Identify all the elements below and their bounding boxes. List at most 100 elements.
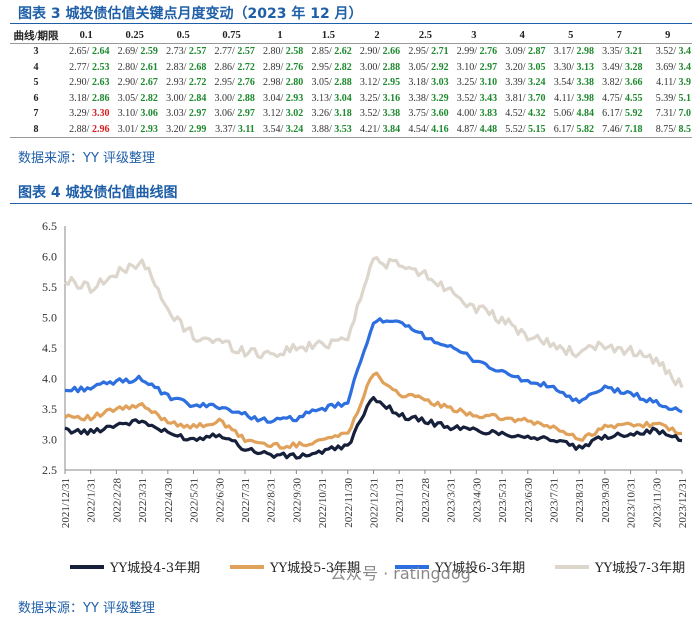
current-value: 4.48 bbox=[479, 123, 498, 135]
previous-value: 3.30 bbox=[553, 61, 572, 73]
table-cell: 3.52/ 3.38 bbox=[359, 108, 401, 120]
current-value: 3.38 bbox=[576, 77, 594, 89]
previous-value: 2.95 bbox=[311, 61, 329, 73]
previous-value: 3.25 bbox=[359, 92, 378, 104]
current-value: 2.76 bbox=[285, 61, 304, 73]
previous-value: 3.03 bbox=[166, 108, 184, 120]
x-tick-label: 2023/8/31 bbox=[574, 478, 586, 523]
previous-value: 2.77 bbox=[69, 61, 87, 73]
current-value: 2.76 bbox=[479, 46, 498, 58]
current-value: 3.84 bbox=[382, 123, 401, 135]
table-cell: 2.90/ 2.67 bbox=[117, 77, 158, 89]
current-value: 3.66 bbox=[624, 77, 643, 89]
table-cell: 3.37/ 3.11 bbox=[207, 121, 256, 138]
current-value: 2.92 bbox=[431, 61, 449, 73]
previous-value: 2.65 bbox=[69, 46, 87, 58]
previous-value: 3.05 bbox=[117, 92, 136, 104]
current-value: 2.62 bbox=[334, 46, 352, 58]
current-value: 2.96 bbox=[91, 123, 110, 135]
current-value: 7.0 bbox=[678, 108, 692, 120]
previous-value: 2.80 bbox=[262, 46, 281, 58]
previous-value: 3.25 bbox=[456, 77, 475, 89]
current-value: 2.88 bbox=[382, 61, 401, 73]
current-value: 3.98 bbox=[576, 92, 594, 104]
current-value: 2.58 bbox=[285, 46, 304, 58]
previous-value: 2.90 bbox=[69, 77, 87, 89]
previous-value: 2.93 bbox=[166, 77, 184, 89]
current-value: 2.87 bbox=[528, 46, 546, 58]
previous-value: 4.11 bbox=[554, 92, 572, 104]
previous-value: 4.54 bbox=[408, 123, 426, 135]
previous-value: 2.73 bbox=[166, 46, 184, 58]
current-value: 2.99 bbox=[188, 123, 207, 135]
row-label: 7 bbox=[33, 108, 39, 120]
current-value: 2.97 bbox=[188, 108, 207, 120]
current-value: 2.64 bbox=[91, 46, 110, 58]
table-cell: 3.00/ 2.84 bbox=[166, 92, 207, 104]
current-value: 3.28 bbox=[624, 61, 643, 73]
table-cell: 2.83/ 2.68 bbox=[166, 61, 207, 73]
legend-label: YY城投4-3年期 bbox=[109, 560, 200, 576]
current-value: 5.82 bbox=[576, 123, 594, 135]
table-cell: 3.52/ 3.43 bbox=[456, 92, 498, 104]
table-body: 3 2.65/ 2.64 2.69/ 2.59 2.73/ 2.57 2.77/ 2.5… bbox=[10, 44, 692, 138]
previous-value: 3.52 bbox=[456, 92, 475, 104]
table-cell: 3.25/ 3.10 bbox=[456, 77, 498, 89]
row-label: 3 bbox=[33, 46, 39, 58]
x-tick-label: 2022/12/31 bbox=[369, 478, 381, 528]
x-tick-label: 2022/8/31 bbox=[266, 478, 278, 523]
previous-value: 3.18 bbox=[69, 92, 87, 104]
previous-value: 2.98 bbox=[262, 77, 281, 89]
table-cell: 3.75/ 3.60 bbox=[408, 108, 449, 120]
table-cell: 2.90/ 2.66 bbox=[359, 46, 401, 58]
previous-value: 3.12 bbox=[262, 108, 281, 120]
valuation-table: 曲线/期限 0.1 0.25 0.5 0.75 1 1.5 2 2.5 3 4 5 7 9 3 2.65/… bbox=[10, 28, 692, 138]
x-tick-label: 2022/6/30 bbox=[214, 478, 226, 523]
table-column-header: 9 bbox=[643, 28, 692, 44]
table-column-header: 7 bbox=[594, 28, 644, 44]
table-cell: 2.80/ 2.58 bbox=[262, 46, 304, 58]
y-tick-label: 5.5 bbox=[42, 280, 57, 294]
y-tick-label: 5.0 bbox=[42, 311, 57, 325]
previous-value: 3.26 bbox=[311, 108, 329, 120]
current-value: 2.72 bbox=[237, 61, 255, 73]
current-value: 2.86 bbox=[91, 92, 110, 104]
previous-value: 2.89 bbox=[262, 61, 281, 73]
table-cell: 3.00/ 2.88 bbox=[359, 61, 401, 73]
chart-section-title: 图表 4 城投债估值曲线图 bbox=[18, 185, 178, 201]
table-cell: 3.09/ 2.87 bbox=[505, 46, 546, 58]
previous-value: 3.52 bbox=[655, 46, 674, 58]
table-column-header: 2 bbox=[352, 28, 402, 44]
current-value: 4.55 bbox=[624, 92, 643, 104]
table-column-header: 5 bbox=[546, 28, 595, 44]
table-cell: 2.73/ 2.57 bbox=[166, 46, 207, 58]
table-cell: 5.39/ 5.1 bbox=[655, 92, 691, 104]
previous-value: 2.90 bbox=[359, 46, 378, 58]
current-value: 3.24 bbox=[528, 77, 546, 89]
current-value: 3.30 bbox=[91, 108, 110, 120]
current-value: 3.04 bbox=[334, 92, 352, 104]
previous-value: 4.52 bbox=[505, 108, 523, 120]
previous-value: 6.17 bbox=[602, 108, 620, 120]
table-cell: 3.00/ 2.88 bbox=[214, 92, 255, 104]
previous-value: 2.95 bbox=[408, 46, 426, 58]
table-cell: 2.85/ 2.62 bbox=[311, 46, 352, 58]
table-cell: 3.35/ 3.21 bbox=[602, 46, 643, 58]
previous-value: 3.20 bbox=[166, 123, 184, 135]
x-tick-label: 2023/10/31 bbox=[626, 478, 638, 528]
table-cell: 4.11/ 3.98 bbox=[554, 92, 594, 104]
table-source: 数据来源：YY 评级整理 bbox=[18, 151, 156, 166]
table-section-title: 图表 3 城投债估值关键点月度变动（2023 年 12 月） bbox=[18, 6, 363, 22]
table-cell: 2.99/ 2.76 bbox=[456, 46, 498, 58]
table-cell: 3.20/ 3.05 bbox=[505, 61, 546, 73]
previous-value: 3.00 bbox=[359, 61, 378, 73]
previous-value: 3.81 bbox=[505, 92, 523, 104]
table-cell: 3.81/ 3.70 bbox=[505, 92, 546, 104]
chart-title-rule bbox=[10, 203, 692, 204]
previous-value: 3.52 bbox=[359, 108, 378, 120]
table-corner-header: 曲线/期限 bbox=[10, 28, 62, 44]
table-cell: 3.12/ 2.95 bbox=[359, 77, 401, 89]
previous-value: 2.90 bbox=[117, 77, 136, 89]
table-column-header: 1 bbox=[255, 28, 305, 44]
previous-value: 3.49 bbox=[602, 61, 620, 73]
